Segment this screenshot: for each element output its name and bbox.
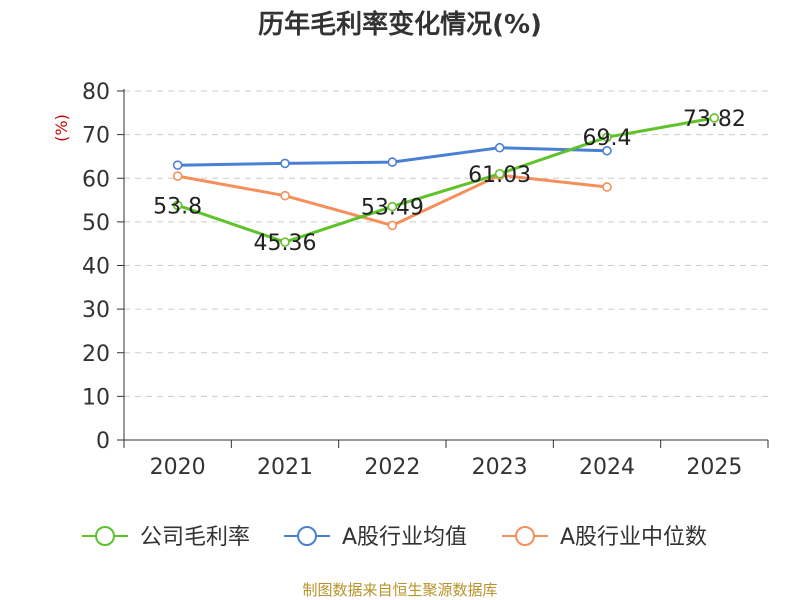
series-lines	[177, 116, 715, 244]
x-tick-label: 2021	[257, 455, 313, 480]
data-point	[602, 132, 612, 143]
data-point	[280, 190, 290, 201]
legend-label: 公司毛利率	[140, 525, 250, 550]
x-tick-label: 2024	[579, 455, 635, 480]
data-point	[602, 182, 612, 192]
data-point	[387, 220, 398, 231]
legend-marker	[515, 526, 535, 546]
data-label: 69.4	[583, 126, 632, 151]
y-tick-label: 30	[82, 298, 110, 323]
x-tick-label: 2022	[364, 455, 420, 480]
legend-marker	[297, 526, 317, 546]
y-tick-label: 80	[82, 80, 110, 105]
data-point	[387, 157, 398, 167]
y-tick-label: 0	[96, 429, 110, 454]
data-point	[280, 237, 290, 247]
y-tick-label: 70	[82, 124, 110, 149]
y-tick-label: 60	[82, 167, 110, 192]
data-label: 61.03	[468, 163, 531, 188]
axes	[117, 89, 769, 448]
legend: 公司毛利率 A股行业均值 A股行业中位数	[82, 525, 707, 550]
y-tick-label: 20	[82, 342, 110, 367]
data-label: 53.8	[153, 194, 202, 219]
y-tick-label: 10	[82, 385, 110, 410]
data-point	[172, 171, 183, 181]
data-point	[709, 113, 720, 123]
legend-marker	[95, 526, 115, 546]
y-tick-label: 40	[82, 255, 110, 280]
x-tick-label: 2023	[472, 455, 528, 480]
y-axis-label: (%)	[52, 114, 71, 142]
data-label: 45.36	[254, 231, 317, 256]
legend-label: A股行业中位数	[560, 525, 707, 550]
y-tick-labels: 0 10 20 30 40 50 60 70 80	[82, 80, 110, 454]
data-label: 53.49	[361, 196, 424, 221]
chart-title: 历年毛利率变化情况(%)	[258, 10, 542, 40]
y-tick-label: 50	[82, 211, 110, 236]
data-labels: 53.8 45.36 53.49 61.03 69.4 73.82	[153, 107, 746, 256]
x-tick-labels: 2020 2021 2022 2023 2024 2025	[150, 455, 743, 480]
legend-label: A股行业均值	[342, 525, 467, 550]
data-point	[280, 158, 290, 169]
data-point	[602, 145, 612, 156]
data-point	[494, 142, 505, 153]
source-footer: 制图数据来自恒生聚源数据库	[302, 581, 498, 599]
series-points	[172, 113, 720, 247]
x-tick-label: 2020	[150, 455, 206, 480]
data-point	[172, 200, 183, 211]
data-point	[494, 168, 505, 179]
gridlines	[124, 90, 768, 397]
data-point	[387, 201, 398, 212]
series-line-0	[177, 116, 715, 244]
x-tick-label: 2025	[686, 455, 742, 480]
data-label: 73.82	[683, 107, 746, 132]
data-point	[172, 160, 183, 170]
